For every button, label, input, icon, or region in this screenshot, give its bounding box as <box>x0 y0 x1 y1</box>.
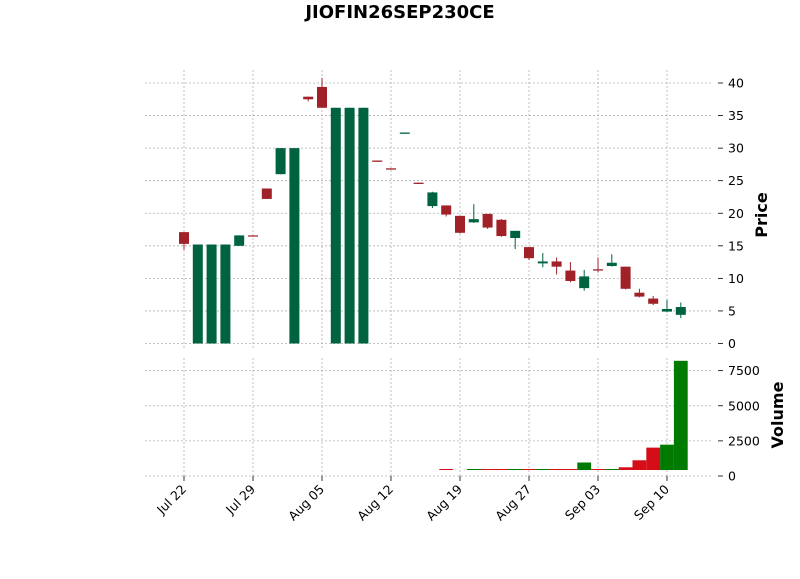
candle-body <box>524 247 534 259</box>
candle-body <box>565 270 576 281</box>
volume-bar <box>673 360 688 470</box>
candle-body <box>537 261 548 264</box>
candle-body <box>261 188 272 199</box>
candle-body <box>179 232 189 244</box>
candle-body <box>248 235 258 237</box>
candle-body <box>662 308 672 312</box>
x-tick-label: Aug 19 <box>423 481 465 523</box>
candle-body <box>634 292 645 297</box>
volume-bar <box>591 469 605 470</box>
volume-bar <box>646 447 661 470</box>
candle-body <box>289 148 300 344</box>
candle-body <box>330 107 341 344</box>
candle-body <box>386 168 396 170</box>
price-tick-label: 40 <box>728 76 744 91</box>
candle-body <box>455 215 465 233</box>
candle-body <box>496 219 507 237</box>
candle-body <box>192 244 203 344</box>
candle-body <box>344 107 355 344</box>
candle-body <box>275 148 286 175</box>
x-tick-label: Aug 27 <box>492 482 534 524</box>
candle-body <box>551 261 562 267</box>
price-tick-label: 25 <box>728 173 744 188</box>
price-grid <box>145 70 712 350</box>
candle-body <box>468 219 479 223</box>
volume-bar <box>604 469 619 470</box>
volume-axis-ticks: 0 2500 5000 7500 <box>718 363 760 484</box>
volume-bar <box>480 469 495 470</box>
x-tick-label: Aug 05 <box>285 482 327 524</box>
candle-body <box>427 192 438 207</box>
volume-bar <box>522 469 536 470</box>
volume-bar <box>618 467 633 470</box>
x-axis-ticks: Jul 22 Jul 29 Aug 05 Aug 12 Aug 19 Aug 27 Sep … <box>153 476 672 523</box>
volume-grid <box>145 358 712 477</box>
candle-body <box>358 107 369 344</box>
volume-tick-label: 7500 <box>728 363 760 378</box>
candle-body <box>579 276 590 289</box>
candle-body <box>413 182 424 184</box>
price-tick-label: 20 <box>728 206 744 221</box>
candle-body <box>234 235 245 246</box>
candle-body <box>510 230 521 238</box>
price-tick-label: 5 <box>728 303 736 318</box>
volume-bar <box>660 444 674 470</box>
chart-title: JIOFIN26SEP230CE <box>303 2 494 23</box>
candle-body <box>648 298 659 304</box>
candle-body <box>593 269 603 271</box>
x-tick-label: Sep 03 <box>562 482 603 523</box>
volume-bars <box>439 360 688 470</box>
candle-body <box>399 132 410 134</box>
volume-bar <box>494 469 509 470</box>
price-axis-label: Price <box>752 192 771 238</box>
price-tick-label: 35 <box>728 108 744 123</box>
volume-bar <box>508 469 523 470</box>
volume-bar <box>563 469 578 470</box>
volume-axis-label: Volume <box>768 381 787 448</box>
volume-bar <box>466 469 481 470</box>
price-candles <box>179 77 686 344</box>
candle-body <box>606 262 617 266</box>
price-tick-label: 0 <box>728 336 736 351</box>
x-tick-label: Aug 12 <box>354 482 396 524</box>
candle-body <box>206 244 217 344</box>
candle-body <box>303 96 314 100</box>
x-tick-label: Sep 10 <box>631 481 672 522</box>
volume-bar <box>577 462 592 470</box>
price-tick-label: 10 <box>728 271 744 286</box>
candle-body <box>372 160 383 162</box>
candle-body <box>317 86 327 108</box>
volume-tick-label: 0 <box>728 469 736 484</box>
candle-body <box>220 244 231 344</box>
price-axis-ticks: 0 5 10 15 20 25 30 35 40 <box>718 76 744 351</box>
x-tick-label: Jul 22 <box>153 482 189 518</box>
volume-bar <box>439 469 454 470</box>
x-tick-label: Jul 29 <box>222 481 258 517</box>
candle-body <box>441 205 452 215</box>
volume-bar <box>535 469 550 470</box>
volume-tick-label: 2500 <box>728 433 760 448</box>
volume-tick-label: 5000 <box>728 398 760 413</box>
price-tick-label: 30 <box>728 141 744 156</box>
candle-body <box>675 307 686 315</box>
volume-bar <box>549 469 564 470</box>
price-tick-label: 15 <box>728 238 744 253</box>
volume-bar <box>632 460 647 470</box>
candle-body <box>620 266 631 289</box>
candle-body <box>482 213 493 228</box>
